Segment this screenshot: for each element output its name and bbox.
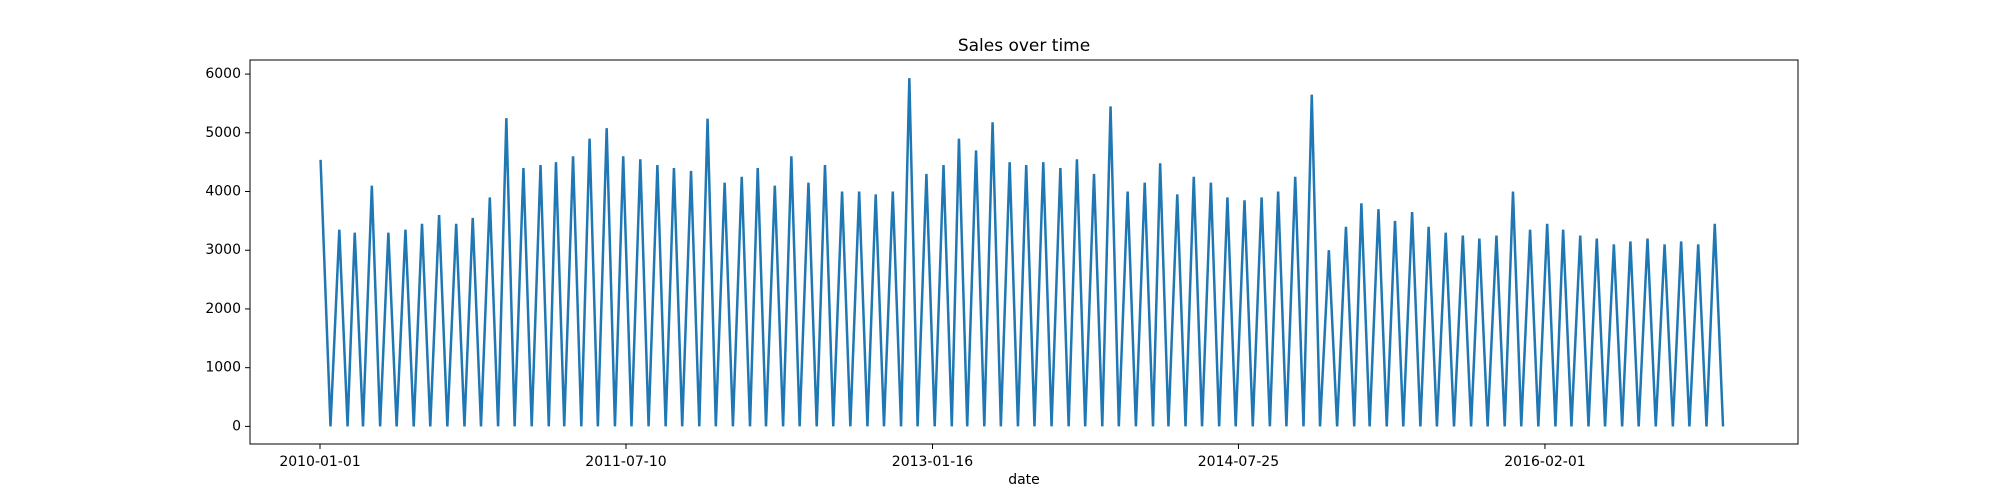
y-tick-label: 5000: [205, 125, 241, 141]
x-tick-label: 2014-07-25: [1198, 454, 1279, 470]
x-tick-label: 2010-01-01: [279, 454, 360, 470]
chart-title: Sales over time: [958, 36, 1090, 56]
y-tick-label: 0: [232, 418, 241, 434]
y-tick-label: 3000: [205, 242, 241, 258]
x-tick-label: 2013-01-16: [892, 454, 973, 470]
y-tick-label: 1000: [205, 360, 241, 376]
plot-frame: [249, 59, 1799, 445]
x-tick-label: 2011-07-10: [585, 454, 666, 470]
sales-line: [319, 78, 1725, 427]
y-tick-label: 2000: [205, 301, 241, 317]
y-tick-label: 6000: [205, 66, 241, 82]
y-tick-label: 4000: [205, 184, 241, 200]
x-tick-label: 2016-02-01: [1504, 454, 1585, 470]
x-axis-label: date: [1008, 472, 1040, 488]
